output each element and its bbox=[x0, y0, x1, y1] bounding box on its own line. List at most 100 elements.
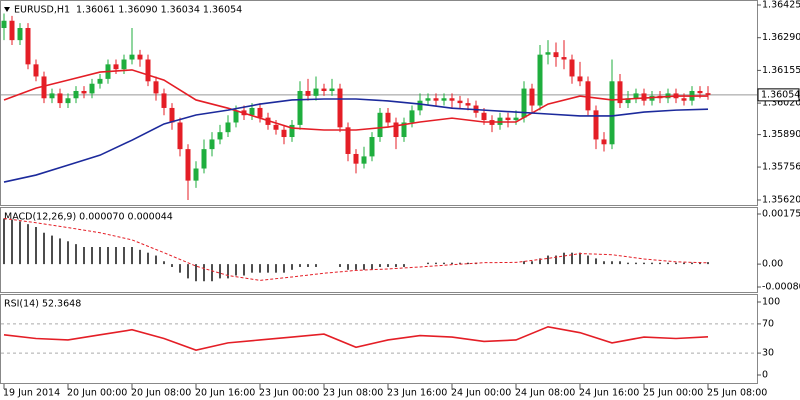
candle-body bbox=[393, 122, 399, 138]
candle-body bbox=[545, 52, 551, 55]
candle-body bbox=[81, 90, 87, 94]
y-tick-label: 1.36290 bbox=[762, 32, 800, 43]
current-price-box bbox=[757, 88, 800, 102]
candle-body bbox=[513, 117, 519, 121]
candle-body bbox=[233, 110, 239, 123]
x-tick-label: 24 Jun 16:00 bbox=[579, 388, 639, 399]
y-tick-label: 1.35890 bbox=[762, 129, 800, 140]
candle-body bbox=[609, 81, 615, 145]
candle-body bbox=[353, 153, 359, 164]
candle-body bbox=[441, 98, 447, 101]
x-tick-label: 24 Jun 00:00 bbox=[451, 388, 511, 399]
candle-body bbox=[537, 54, 543, 106]
candle-body bbox=[217, 132, 223, 140]
candle-body bbox=[249, 107, 255, 116]
candle-body bbox=[161, 93, 167, 108]
candle-body bbox=[225, 122, 231, 133]
candle-body bbox=[401, 122, 407, 138]
candle-body bbox=[25, 28, 31, 65]
candle-body bbox=[65, 98, 71, 104]
candle-body bbox=[257, 107, 263, 118]
candle-body bbox=[9, 20, 15, 41]
y-tick-label: -0.000802 bbox=[762, 282, 800, 293]
y-tick-label: 1.36155 bbox=[762, 65, 800, 76]
y-tick-label: 70 bbox=[762, 318, 774, 329]
x-tick-label: 20 Jun 16:00 bbox=[195, 388, 255, 399]
candle-body bbox=[209, 139, 215, 150]
y-tick-label: 1.35756 bbox=[762, 162, 800, 173]
candle-body bbox=[465, 103, 471, 106]
candle-body bbox=[321, 88, 327, 91]
candle-body bbox=[705, 93, 711, 95]
current-price-label: 1.36054 bbox=[761, 89, 800, 100]
candle-body bbox=[505, 117, 511, 121]
candle-body bbox=[425, 98, 431, 101]
candle-body bbox=[625, 98, 631, 104]
candle-body bbox=[97, 78, 103, 84]
chart-title: EURUSD,H1 bbox=[14, 5, 70, 16]
candle-body bbox=[457, 100, 463, 104]
candle-body bbox=[377, 112, 383, 138]
candle-body bbox=[145, 59, 151, 82]
candle-body bbox=[633, 93, 639, 99]
x-tick-label: 23 Jun 08:00 bbox=[323, 388, 383, 399]
candle-body bbox=[561, 57, 567, 60]
candle-body bbox=[329, 88, 335, 91]
indicator-line bbox=[3, 217, 709, 281]
candle-body bbox=[305, 90, 311, 96]
menu-arrow bbox=[4, 7, 10, 12]
candle-body bbox=[201, 149, 207, 169]
candle-body bbox=[553, 52, 559, 58]
candle-body bbox=[33, 64, 39, 77]
candle-body bbox=[17, 28, 23, 41]
candle-body bbox=[121, 59, 127, 70]
candle-body bbox=[137, 54, 143, 60]
candle-body bbox=[409, 110, 415, 123]
candle-body bbox=[129, 54, 135, 60]
y-tick-label: 0.001756 bbox=[762, 209, 800, 220]
candle-body bbox=[593, 110, 599, 140]
candle-body bbox=[153, 81, 159, 94]
candle-body bbox=[169, 107, 175, 123]
indicator-line bbox=[3, 98, 709, 183]
x-tick-label: 23 Jun 16:00 bbox=[387, 388, 447, 399]
candle-body bbox=[297, 90, 303, 125]
indicator-line bbox=[3, 325, 709, 352]
y-tick-label: 0.00 bbox=[762, 259, 783, 270]
candle-body bbox=[361, 156, 367, 164]
candle-body bbox=[113, 64, 119, 70]
macd-title: MACD(12,26,9) 0.000070 0.000044 bbox=[4, 212, 173, 223]
x-tick-label: 20 Jun 08:00 bbox=[131, 388, 191, 399]
x-tick-label: 25 Jun 00:00 bbox=[643, 388, 703, 399]
candle-body bbox=[641, 93, 647, 101]
y-tick-label: 30 bbox=[762, 348, 774, 359]
candle-body bbox=[529, 88, 535, 106]
candle-body bbox=[385, 112, 391, 123]
candle-body bbox=[481, 112, 487, 121]
candle-body bbox=[185, 149, 191, 181]
candle-body bbox=[313, 88, 319, 96]
chart-subtitle: 1.36061 1.36090 1.36034 1.36054 bbox=[76, 5, 242, 16]
candle-body bbox=[345, 127, 351, 154]
candle-body bbox=[577, 76, 583, 82]
rsi-title: RSI(14) 52.3648 bbox=[4, 299, 81, 310]
x-tick-label: 23 Jun 00:00 bbox=[259, 388, 319, 399]
candle-body bbox=[177, 122, 183, 150]
candle-body bbox=[369, 137, 375, 157]
candle-body bbox=[41, 76, 47, 99]
candle-body bbox=[521, 88, 527, 118]
x-tick-label: 24 Jun 08:00 bbox=[515, 388, 575, 399]
candle-body bbox=[417, 100, 423, 111]
y-tick-label: 0 bbox=[762, 370, 768, 381]
indicator-line bbox=[3, 69, 708, 131]
x-tick-label: 25 Jun 08:00 bbox=[707, 388, 767, 399]
candle-body bbox=[57, 93, 63, 104]
candle-body bbox=[89, 83, 95, 94]
candle-body bbox=[1, 20, 7, 29]
candle-body bbox=[617, 81, 623, 104]
candle-body bbox=[601, 139, 607, 145]
candle-body bbox=[337, 88, 343, 128]
candle-body bbox=[273, 124, 279, 130]
candle-body bbox=[281, 129, 287, 138]
